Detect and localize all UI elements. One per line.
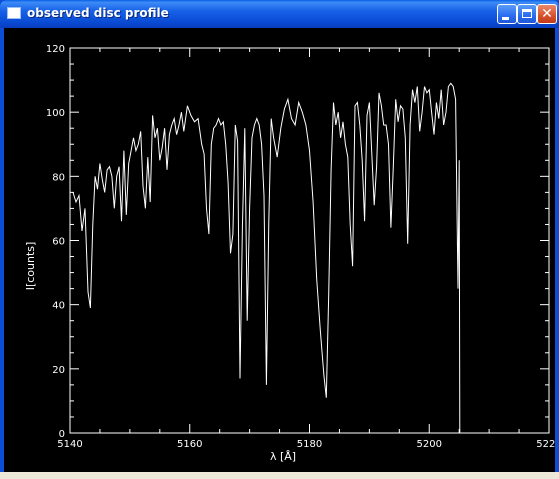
y-tick-label: 80 [52, 172, 65, 183]
window-title: observed disc profile [27, 6, 169, 20]
minimize-button[interactable] [497, 4, 517, 24]
y-axis-label: I[counts] [24, 242, 37, 291]
spectrum-line [72, 82, 461, 434]
x-axis-label: λ [Å] [270, 450, 296, 463]
y-tick-label: 40 [52, 301, 65, 312]
chart-background [4, 28, 555, 475]
status-strip [0, 472, 559, 477]
y-tick-label: 100 [46, 108, 65, 119]
y-tick-label: 0 [59, 429, 65, 440]
x-tick-label: 5140 [57, 439, 82, 450]
x-tick-label: 5180 [297, 439, 322, 450]
maximize-button[interactable] [517, 4, 537, 24]
title-bar[interactable]: observed disc profile ✕ [0, 0, 559, 28]
maximize-icon [522, 9, 532, 18]
x-tick-label: 5160 [177, 439, 202, 450]
y-tick-label: 60 [52, 237, 65, 248]
window-app-icon[interactable] [7, 7, 21, 19]
y-tick-label: 20 [52, 365, 65, 376]
x-tick-label: 5200 [417, 439, 442, 450]
close-icon: ✕ [541, 6, 553, 22]
close-button[interactable]: ✕ [537, 4, 557, 24]
y-tick-label: 120 [46, 44, 65, 55]
minimize-icon [502, 17, 509, 20]
